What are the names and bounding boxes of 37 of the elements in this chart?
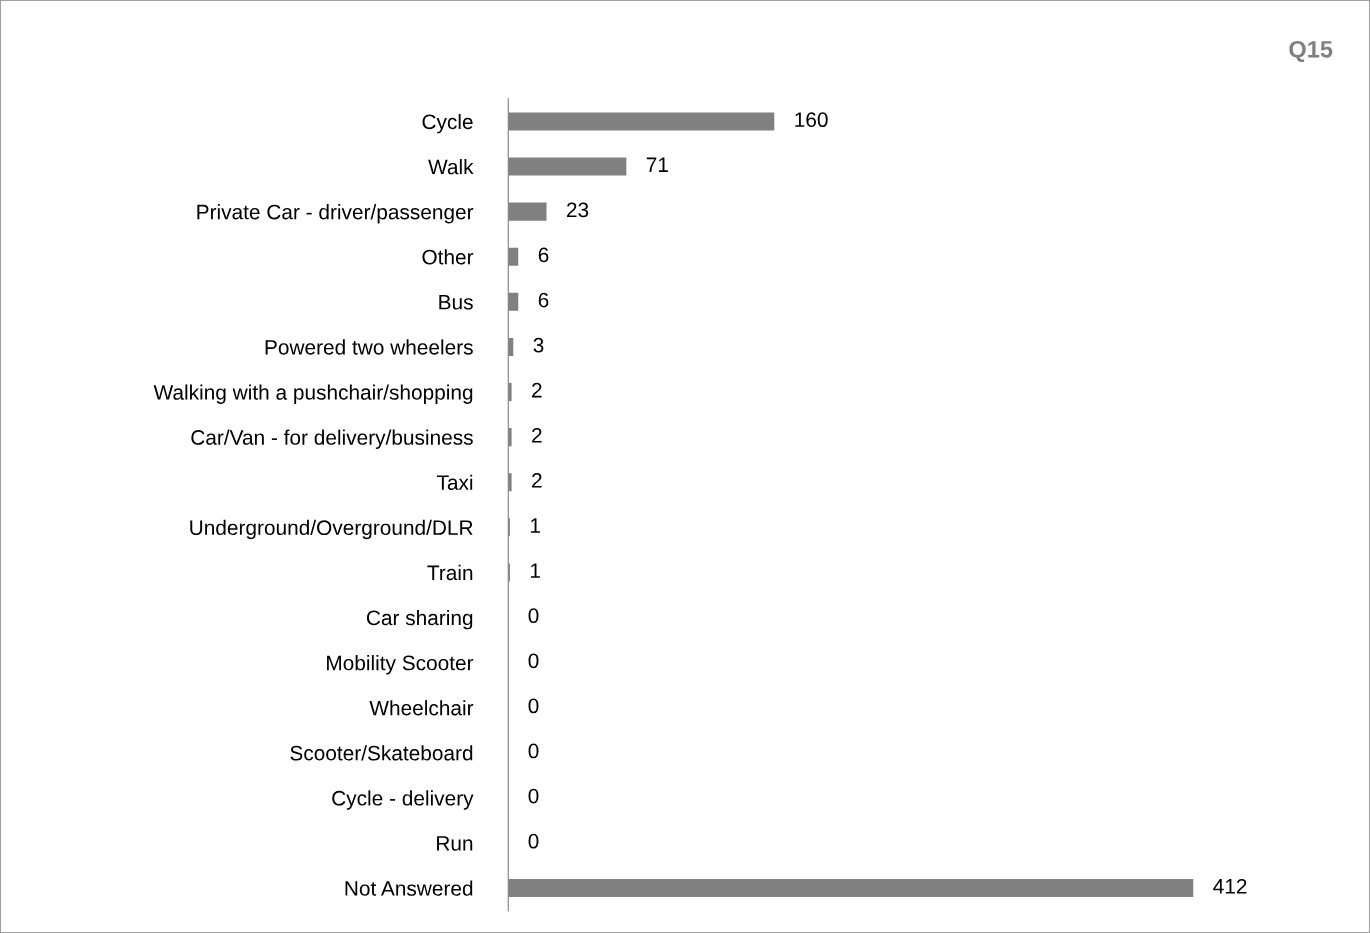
data-label: 412 <box>1213 878 1247 894</box>
y-tick-label: Other <box>422 249 474 265</box>
y-tick-label: Powered two wheelers <box>265 339 473 355</box>
data-label: 0 <box>528 833 539 849</box>
y-tick-label: Wheelchair <box>369 700 474 716</box>
y-tick-label: Private Car - driver/passenger <box>197 204 474 224</box>
data-label: 0 <box>528 743 539 759</box>
y-tick-label: Car sharing <box>366 609 473 630</box>
y-tick-label: Cycle - delivery <box>332 790 474 810</box>
data-label: 0 <box>528 608 539 624</box>
y-tick-label: Scooter/Skateboard <box>290 745 473 761</box>
data-label: 1 <box>530 563 540 578</box>
y-tick-label: Train <box>427 564 473 581</box>
data-label: 2 <box>532 427 542 443</box>
data-label: 23 <box>567 202 589 218</box>
data-label: 6 <box>538 247 549 263</box>
data-label: 3 <box>533 337 544 353</box>
y-tick-label: Mobility Scooter <box>327 655 474 675</box>
data-label: 160 <box>795 112 828 128</box>
data-label: 0 <box>528 698 539 714</box>
data-label: 0 <box>528 653 539 669</box>
text: Q15 <box>1289 40 1333 63</box>
y-tick-label: Taxi <box>436 474 473 490</box>
y-tick-label: Not Answered <box>345 880 473 896</box>
y-tick-label: Car/Van - for delivery/business <box>191 429 473 449</box>
data-label: 2 <box>532 382 542 398</box>
data-label: 6 <box>538 292 549 308</box>
y-tick-label: Bus <box>439 295 473 310</box>
y-tick-label: Cycle <box>422 113 473 134</box>
data-label: 2 <box>532 473 542 488</box>
data-label: 1 <box>530 518 540 533</box>
y-tick-label: Walking with a pushchair/shopping <box>153 384 473 404</box>
y-tick-label: Walk <box>428 158 474 175</box>
y-tick-label: Underground/Overground/DLR <box>190 519 473 540</box>
data-label: 71 <box>646 157 668 172</box>
y-tick-label: Run <box>437 836 473 851</box>
data-label: 0 <box>528 788 539 804</box>
